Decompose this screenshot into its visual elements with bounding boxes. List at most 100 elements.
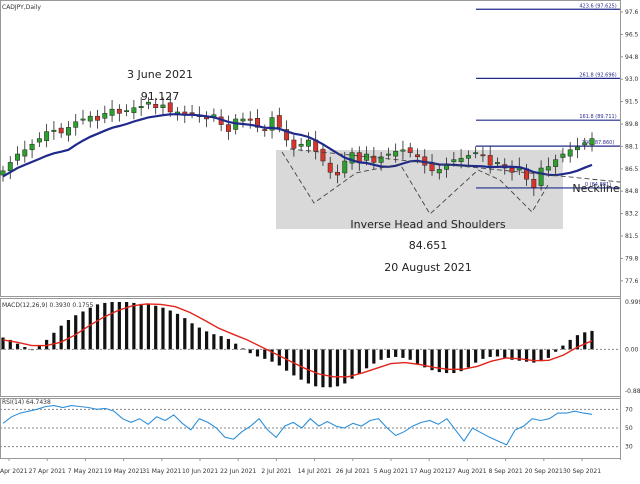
macd-bar	[539, 349, 543, 362]
rsi-line	[2, 405, 593, 446]
macd-bar	[459, 349, 463, 372]
candle	[189, 104, 195, 119]
price-tick-label: 89.8	[625, 121, 639, 128]
candle	[291, 135, 297, 157]
price-axis: 97.6 96.5 94.8 93.0 91.5 89.8 88.1 86.5 84.8 83.2…	[620, 9, 639, 285]
rsi-tick-label: 50	[625, 425, 633, 432]
macd-bar	[437, 349, 441, 373]
date-tick-label: 30 Sep 2021	[563, 468, 601, 475]
macd-bar	[248, 349, 252, 354]
candle	[73, 114, 79, 136]
date-tick-label: 31 May 2021	[142, 468, 181, 475]
candle	[22, 140, 28, 163]
macd-bar	[532, 349, 536, 363]
macd-tick-label: 0.999	[625, 299, 640, 306]
price-tick-label: 88.1	[625, 143, 639, 150]
rsi-tick-label: 70	[625, 406, 633, 413]
candle	[0, 165, 6, 182]
macd-bar	[481, 349, 485, 359]
macd-bar	[546, 349, 550, 358]
macd-bar	[452, 349, 456, 374]
macd-bar	[415, 349, 420, 364]
price-tick-label: 77.6	[625, 278, 639, 285]
macd-bar	[190, 323, 194, 350]
candle	[407, 142, 413, 158]
candle	[342, 151, 348, 178]
candle	[553, 154, 559, 175]
candle	[560, 147, 566, 163]
candle	[269, 111, 275, 139]
macd-bar	[175, 313, 180, 350]
candle	[131, 100, 137, 120]
macd-bar	[132, 302, 136, 350]
macd-bar	[517, 349, 521, 361]
candle	[509, 160, 515, 181]
macd-bar	[154, 305, 158, 350]
macd-bar	[161, 307, 165, 350]
macd-axis: 0.999 0.00 -0.88	[625, 299, 640, 395]
candle	[109, 100, 115, 123]
macd-bar	[575, 335, 580, 350]
moving-average-line	[2, 113, 593, 178]
macd-bar	[117, 302, 121, 350]
macd-histogram	[0, 302, 620, 388]
date-tick-label: 7 May 2021	[68, 468, 103, 475]
macd-bar	[495, 349, 500, 357]
candle	[545, 157, 551, 177]
candle	[160, 97, 166, 117]
price-tick-label: 86.5	[625, 166, 639, 173]
candle	[582, 137, 588, 150]
candle	[436, 164, 442, 180]
macd-bar	[474, 349, 478, 363]
macd-bar	[379, 349, 383, 360]
candle	[225, 115, 231, 140]
macd-bar	[1, 337, 5, 350]
panel-frame-1	[0, 0, 621, 297]
candle	[51, 121, 57, 140]
candle	[385, 147, 391, 160]
macd-bar	[226, 338, 231, 350]
macd-bar	[554, 349, 558, 352]
macd-bar	[568, 339, 572, 350]
candle	[58, 123, 64, 138]
candle	[349, 147, 355, 170]
date-tick-label: 15 Apr 2021	[0, 468, 28, 475]
panel-frames	[0, 0, 621, 460]
macd-bar	[205, 331, 209, 350]
candle	[138, 97, 144, 117]
candle	[167, 93, 173, 117]
macd-bar	[45, 339, 49, 350]
candle	[102, 105, 108, 124]
macd-bar	[52, 332, 56, 350]
candle	[327, 156, 333, 179]
macd-title: MACD(12,26,9) 0.3930 0.1755	[2, 302, 94, 309]
date-tick-label: 8 Sep 2021	[488, 468, 522, 475]
low-value-label: 84.651	[409, 239, 448, 252]
neckline	[289, 148, 621, 183]
candle	[305, 132, 311, 153]
macd-bar	[125, 302, 129, 350]
price-tick-label: 81.5	[625, 233, 639, 240]
candle	[95, 109, 100, 129]
candle	[255, 109, 260, 133]
date-tick-label: 19 May 2021	[104, 468, 143, 475]
macd-tick-label: 0.00	[625, 346, 639, 353]
macd-bar	[197, 327, 201, 350]
fib-level-label: 261.8 (92.696)	[579, 72, 616, 78]
candle	[116, 104, 122, 122]
macd-bar	[364, 349, 369, 369]
macd-bar	[401, 349, 405, 358]
macd-bar	[168, 310, 172, 350]
candle	[473, 146, 479, 159]
high-date-label: 3 June 2021	[127, 68, 193, 81]
candle	[567, 142, 573, 163]
candle	[240, 112, 246, 128]
fib-level-label: 0 (84.881)	[585, 182, 611, 188]
macd-bar	[488, 349, 492, 357]
candle	[29, 139, 35, 159]
macd-bar	[372, 349, 376, 364]
macd-bar	[219, 336, 223, 350]
candle	[262, 124, 268, 137]
